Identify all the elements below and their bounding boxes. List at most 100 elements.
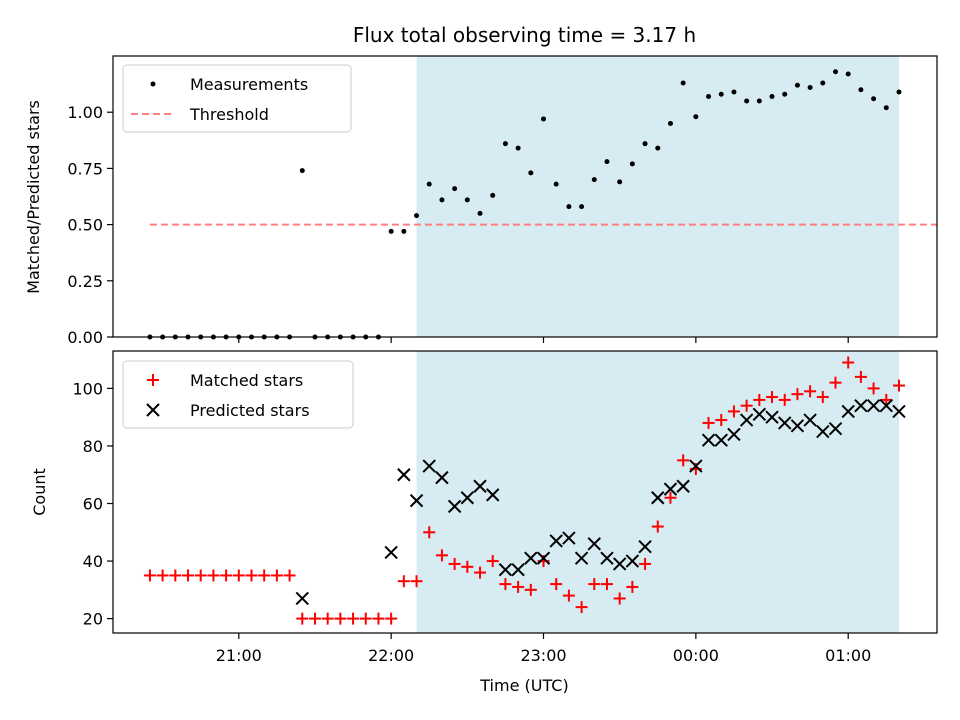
x-axis-label: Time (UTC) bbox=[479, 676, 568, 695]
bottom-y-tick-label: 60 bbox=[83, 495, 103, 514]
matched-star-point bbox=[194, 569, 207, 582]
measurement-point bbox=[502, 141, 508, 147]
predicted-star-point bbox=[612, 557, 627, 571]
predicted-star-point bbox=[574, 551, 589, 565]
predicted-x-b bbox=[752, 407, 767, 422]
bottom-y-tick-label: 40 bbox=[83, 552, 103, 571]
matched-star-point bbox=[182, 569, 195, 582]
matched-star-point bbox=[207, 569, 220, 582]
predicted-x-b bbox=[600, 551, 614, 565]
matched-star-point bbox=[156, 569, 169, 582]
matched-star-point bbox=[410, 575, 423, 588]
x-tick-label: 22:00 bbox=[368, 646, 414, 665]
top-legend: Measurements Threshold bbox=[122, 64, 352, 133]
predicted-star-point bbox=[828, 421, 843, 436]
measurement-point bbox=[591, 177, 597, 183]
predicted-star-point bbox=[422, 459, 436, 473]
matched-star-point bbox=[474, 566, 487, 579]
measurement-point bbox=[566, 204, 572, 210]
measurement-point bbox=[706, 93, 712, 99]
matched-star-point bbox=[347, 612, 360, 625]
predicted-star-point bbox=[841, 404, 855, 419]
measurement-point bbox=[541, 116, 546, 122]
measurement-point bbox=[845, 71, 851, 77]
predicted-x-b bbox=[524, 551, 538, 565]
measurement-point bbox=[833, 69, 839, 75]
measurement-points bbox=[147, 69, 902, 340]
legend-threshold-label: Threshold bbox=[189, 105, 269, 124]
measurement-point bbox=[553, 181, 559, 187]
matched-star-point bbox=[829, 376, 842, 389]
matched-star-point bbox=[334, 612, 347, 625]
predicted-star-point bbox=[460, 491, 475, 505]
measurement-point bbox=[401, 228, 407, 234]
matched-star-point bbox=[842, 356, 855, 369]
measurement-point bbox=[896, 89, 902, 95]
legend-matched-label: Matched stars bbox=[190, 371, 303, 390]
bottom-y-tick-label: 80 bbox=[83, 437, 103, 456]
matched-star-point bbox=[639, 557, 652, 570]
measurement-point bbox=[782, 91, 788, 97]
bottom-panel: 20 40 60 80 100 21:00 22:00 23:00 00:00 01:00 Co… bbox=[30, 350, 938, 695]
predicted-star-point bbox=[879, 398, 893, 413]
matched-star-point bbox=[143, 569, 156, 582]
top-y-tick-label: 1.00 bbox=[67, 103, 103, 122]
matched-star-point bbox=[892, 379, 905, 392]
predicted-star-point bbox=[524, 551, 538, 565]
predicted-star-point bbox=[473, 479, 487, 493]
top-y-tick-label: 0.00 bbox=[67, 328, 103, 347]
legend-matched-marker bbox=[147, 374, 159, 386]
predicted-star-point bbox=[676, 479, 690, 493]
measurement-point bbox=[528, 170, 534, 176]
measurement-point bbox=[642, 141, 648, 147]
predicted-x-b bbox=[549, 534, 563, 548]
predicted-star-point bbox=[587, 537, 601, 551]
predicted-x-b bbox=[511, 562, 525, 577]
measurement-point bbox=[883, 105, 889, 111]
predicted-x-b bbox=[498, 562, 513, 577]
predicted-star-point bbox=[536, 551, 551, 565]
measurement-point bbox=[617, 179, 623, 185]
top-axes-frame bbox=[112, 55, 938, 338]
matched-star-point bbox=[423, 526, 436, 539]
legend-predicted-marker bbox=[146, 403, 160, 417]
bottom-x-ticks: 21:00 22:00 23:00 00:00 01:00 bbox=[216, 633, 871, 665]
predicted-x-b bbox=[866, 398, 881, 413]
matched-star-point bbox=[308, 612, 321, 625]
predicted-x-b bbox=[816, 424, 830, 439]
predicted-star-point bbox=[625, 554, 640, 568]
predicted-x-b bbox=[651, 491, 665, 505]
measurement-point bbox=[299, 168, 305, 174]
top-y-axis-label: Matched/Predicted stars bbox=[24, 100, 43, 294]
matched-star-point bbox=[778, 393, 791, 406]
bottom-legend: Matched stars Predicted stars bbox=[122, 360, 354, 429]
matched-star-point bbox=[245, 569, 258, 582]
top-y-tick-label: 0.75 bbox=[67, 159, 103, 178]
predicted-x-b bbox=[384, 545, 398, 560]
predicted-x-b bbox=[892, 404, 906, 419]
predicted-x-b bbox=[676, 479, 690, 493]
matched-star-point bbox=[524, 583, 537, 596]
predicted-x-b bbox=[625, 554, 640, 568]
matched-star-point bbox=[448, 557, 461, 570]
predicted-stars-points bbox=[295, 398, 906, 606]
matched-star-point bbox=[562, 589, 575, 602]
top-x-ticks bbox=[238, 337, 849, 343]
predicted-x-b bbox=[422, 459, 436, 473]
predicted-x-b bbox=[879, 398, 893, 413]
matched-star-point bbox=[575, 601, 588, 614]
predicted-x-b bbox=[739, 413, 754, 427]
predicted-x-b bbox=[587, 537, 601, 551]
legend-predicted-label: Predicted stars bbox=[190, 401, 310, 420]
predicted-x-b bbox=[854, 398, 868, 413]
x-tick-label: 01:00 bbox=[825, 646, 871, 665]
predicted-x-b bbox=[689, 459, 703, 473]
predicted-star-point bbox=[803, 413, 817, 427]
predicted-star-point bbox=[714, 433, 728, 447]
predicted-star-point bbox=[651, 491, 665, 505]
matched-star-point bbox=[753, 393, 766, 406]
matched-star-point bbox=[677, 454, 690, 467]
matched-stars-points bbox=[143, 356, 905, 625]
predicted-star-point bbox=[739, 413, 754, 427]
measurement-point bbox=[655, 145, 661, 151]
